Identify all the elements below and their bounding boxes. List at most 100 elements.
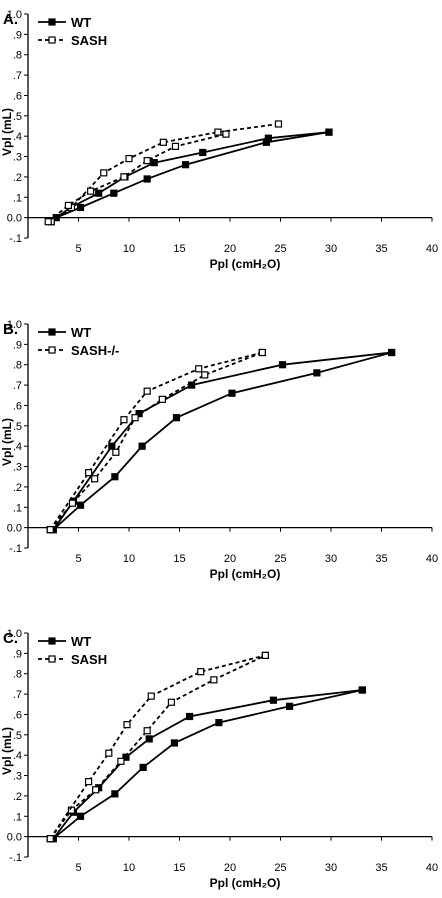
data-point — [111, 473, 119, 481]
data-point — [46, 526, 54, 534]
y-tick-label: .5 — [13, 421, 22, 433]
y-tick-label: .4 — [13, 131, 22, 143]
legend-marker — [48, 36, 56, 44]
y-tick-label: .3 — [13, 152, 22, 164]
data-point — [171, 142, 180, 150]
data-point — [325, 128, 333, 136]
series-line — [50, 131, 330, 223]
data-point — [76, 501, 85, 509]
y-tick-label: .8 — [13, 50, 22, 62]
x-tick-label: 40 — [426, 243, 438, 255]
data-point — [44, 218, 52, 226]
y-tick-label: 1.0 — [7, 319, 22, 331]
data-point — [172, 414, 181, 422]
y-tick-label: .2 — [13, 172, 22, 184]
y-tick-label: 1.0 — [7, 628, 22, 640]
data-point — [84, 778, 93, 786]
data-point — [64, 201, 73, 210]
x-tick-label: 5 — [75, 862, 81, 874]
chart-panel-3: C. -.1 0.0 .1 .2 .3 .4 .5 .6 .7 .8 .9 1.0 5 10 15 20 25 30… — [0, 628, 438, 890]
x-tick-label: 20 — [224, 243, 236, 255]
x-tick-label: 40 — [426, 862, 438, 874]
x-tick-label: 35 — [375, 553, 387, 565]
series-line — [52, 689, 363, 840]
y-tick-label: .7 — [13, 380, 22, 392]
legend-label: SASH — [71, 33, 107, 48]
data-point — [143, 157, 151, 165]
y-tick-label: .7 — [13, 70, 22, 82]
y-tick-label: .2 — [13, 482, 22, 494]
y-tick-label: .6 — [13, 400, 22, 412]
y-tick-label: .9 — [13, 339, 22, 351]
y-tick-label: .1 — [13, 502, 22, 514]
y-tick-label: .2 — [13, 791, 22, 803]
x-tick-label: 10 — [123, 553, 135, 565]
series-line — [49, 654, 266, 840]
data-point — [269, 696, 278, 704]
data-point — [313, 369, 321, 377]
x-tick-label: 35 — [375, 862, 387, 874]
legend-label: WT — [71, 634, 91, 649]
legend-marker — [48, 328, 56, 336]
data-point — [147, 692, 155, 700]
data-point — [201, 371, 209, 379]
data-point — [138, 442, 146, 450]
x-tick-label: 10 — [123, 243, 135, 255]
y-tick-label: .6 — [13, 709, 22, 721]
legend-label: SASH — [71, 652, 107, 667]
y-tick-label: .9 — [13, 29, 22, 41]
series-line — [49, 351, 263, 531]
y-tick-label: .9 — [13, 648, 22, 660]
data-point — [84, 469, 93, 477]
y-tick-label: .4 — [13, 441, 22, 453]
y-tick-label: 0.0 — [7, 832, 22, 844]
data-point — [105, 749, 113, 757]
chart-panel-1: A. -.1 0.0 .1 .2 .3 .4 .5 .6 .7 .8 .9 1.0 5 10 15 20 25 30… — [0, 9, 438, 271]
x-tick-label: 5 — [75, 243, 81, 255]
legend-label: WT — [71, 325, 91, 340]
data-point — [195, 365, 203, 373]
data-point — [91, 475, 99, 483]
data-point — [170, 739, 179, 747]
data-point — [120, 416, 128, 424]
y-tick-label: .5 — [13, 111, 22, 123]
legend-marker — [48, 655, 56, 663]
x-tick-label: 5 — [75, 553, 81, 565]
x-tick-label: 20 — [224, 862, 236, 874]
data-point — [95, 189, 103, 197]
data-point — [222, 130, 230, 138]
data-point — [87, 187, 95, 195]
x-tick-label: 15 — [173, 243, 185, 255]
y-tick-label: .4 — [13, 750, 22, 762]
y-tick-label: .3 — [13, 462, 22, 474]
x-axis-label: Ppl (cmH₂O) — [210, 257, 281, 271]
x-axis-label: Ppl (cmH₂O) — [210, 876, 281, 890]
data-point — [111, 790, 119, 798]
x-tick-label: 20 — [224, 553, 236, 565]
x-tick-label: 30 — [325, 553, 337, 565]
y-tick-label: .1 — [13, 192, 22, 204]
data-point — [123, 721, 131, 729]
series-line — [52, 351, 392, 531]
data-point — [181, 161, 190, 169]
data-point — [145, 735, 153, 743]
y-tick-label: .7 — [13, 689, 22, 701]
data-point — [388, 348, 396, 357]
y-axis-label: Vpl (mL) — [0, 108, 14, 156]
y-axis-label: Vpl (mL) — [0, 418, 14, 466]
panel-label: C. — [3, 630, 18, 647]
data-point — [92, 786, 100, 794]
data-point — [150, 159, 158, 167]
y-tick-label: .5 — [13, 730, 22, 742]
y-tick-label: .6 — [13, 90, 22, 102]
data-point — [139, 763, 147, 772]
series-line — [52, 351, 392, 531]
y-tick-label: .3 — [13, 771, 22, 783]
data-point — [210, 676, 218, 684]
x-tick-label: 35 — [375, 243, 387, 255]
data-point — [110, 189, 118, 197]
data-point — [358, 686, 366, 694]
x-tick-label: 25 — [274, 243, 286, 255]
legend-label: SASH-/- — [71, 343, 119, 358]
